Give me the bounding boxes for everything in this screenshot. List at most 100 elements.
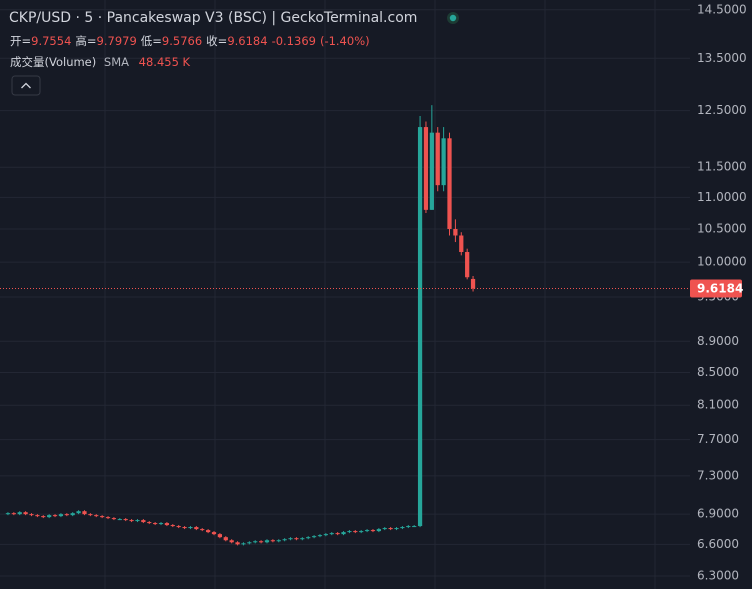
candle-body bbox=[353, 531, 358, 533]
candle-body bbox=[406, 526, 411, 528]
candle-body bbox=[182, 527, 187, 529]
candle-body bbox=[470, 278, 476, 289]
candle-body bbox=[370, 530, 376, 532]
candle-body bbox=[41, 516, 46, 518]
candle-body bbox=[359, 531, 364, 533]
candle-body bbox=[194, 527, 199, 530]
y-tick-label: 6.3000 bbox=[697, 568, 739, 582]
ohlc-value: 9.6184 bbox=[227, 34, 267, 48]
candle-body bbox=[35, 515, 40, 517]
chart-title: CKP/USD · 5 · Pancakeswap V3 (BSC) | Gec… bbox=[9, 10, 417, 26]
candle-body bbox=[253, 541, 258, 543]
candle-body bbox=[364, 530, 370, 532]
volume-label: 成交量(Volume) bbox=[10, 55, 96, 69]
change-percent: (-1.40%) bbox=[320, 34, 370, 48]
y-tick-label: 13.5000 bbox=[697, 51, 747, 65]
candle-body bbox=[70, 513, 75, 516]
y-tick-label: 11.5000 bbox=[697, 160, 747, 174]
candle-body bbox=[29, 514, 34, 516]
candle-body bbox=[200, 529, 205, 531]
candle-body bbox=[300, 538, 305, 540]
y-tick-label: 6.9000 bbox=[697, 507, 739, 521]
candle-body bbox=[382, 528, 387, 530]
candle-body bbox=[5, 513, 11, 515]
candle-body bbox=[111, 518, 117, 520]
candle-body bbox=[465, 252, 470, 278]
y-tick-label: 7.7000 bbox=[697, 432, 739, 446]
candle-body bbox=[135, 520, 140, 522]
candle-body bbox=[459, 235, 464, 253]
ohlc-label: 收= bbox=[206, 34, 227, 48]
candle-body bbox=[447, 138, 452, 229]
ohlc-value: 9.5766 bbox=[162, 34, 202, 48]
change-value: -0.1369 bbox=[272, 34, 316, 48]
candle-body bbox=[258, 541, 264, 543]
collapse-button[interactable] bbox=[11, 75, 41, 96]
candle-body bbox=[288, 538, 293, 540]
candle-body bbox=[223, 537, 228, 541]
candle-body bbox=[376, 529, 381, 532]
candle-body bbox=[117, 519, 122, 521]
candle-body bbox=[235, 542, 240, 545]
candle-body bbox=[429, 132, 434, 210]
candle-body bbox=[82, 511, 87, 515]
candle-body bbox=[141, 520, 146, 523]
candle-body bbox=[388, 528, 393, 530]
candle-body bbox=[147, 522, 152, 524]
collapse-icon bbox=[21, 82, 31, 89]
y-tick-label: 10.0000 bbox=[697, 255, 747, 269]
candle-body bbox=[229, 540, 234, 543]
ohlc-label: 开= bbox=[10, 34, 31, 48]
y-tick-label: 12.5000 bbox=[697, 103, 747, 117]
candle-body bbox=[441, 138, 446, 186]
candle-body bbox=[347, 531, 352, 533]
candle-body bbox=[329, 533, 334, 535]
candle-body bbox=[123, 519, 128, 521]
y-tick-label: 7.3000 bbox=[697, 468, 739, 482]
candle-body bbox=[394, 528, 399, 530]
y-tick-label: 11.0000 bbox=[697, 190, 747, 204]
price-axis: 6.3000 6.6000 6.9000 7.3000 7.7000 8.1000 8.50… bbox=[690, 2, 747, 582]
candle-body bbox=[264, 540, 270, 543]
sma-label: SMA bbox=[104, 55, 129, 69]
candle-body bbox=[341, 532, 346, 535]
candle-body bbox=[241, 543, 246, 545]
volume-legend: 成交量(Volume) SMA 48.455 K bbox=[10, 55, 191, 69]
candle-body bbox=[276, 540, 281, 542]
ohlc-label: 高= bbox=[75, 34, 96, 48]
candle-body bbox=[176, 526, 181, 528]
candle-body bbox=[311, 536, 317, 538]
candle-body bbox=[435, 132, 440, 186]
candle-body bbox=[58, 514, 64, 517]
y-tick-label: 8.5000 bbox=[697, 365, 739, 379]
candle-body bbox=[153, 523, 158, 525]
ohlc-legend: 开=9.7554 高=9.7979 低=9.5766 收=9.6184 -0.1369 (… bbox=[10, 34, 370, 48]
candle-body bbox=[23, 512, 28, 515]
candle-body bbox=[88, 514, 93, 516]
ohlc-value: 9.7979 bbox=[97, 34, 137, 48]
candle-body bbox=[94, 515, 99, 517]
ohlc-value: 9.7554 bbox=[31, 34, 71, 48]
y-tick-label: 8.9000 bbox=[697, 334, 739, 348]
candle-body bbox=[453, 228, 458, 236]
candle-body bbox=[294, 538, 299, 540]
candle-body bbox=[282, 539, 287, 541]
candle-body bbox=[423, 127, 429, 210]
ohlc-label: 低= bbox=[141, 34, 162, 48]
candle-body bbox=[270, 540, 276, 542]
y-tick-label: 8.1000 bbox=[697, 398, 739, 412]
plot bbox=[0, 105, 690, 546]
candle-body bbox=[188, 527, 193, 529]
status-dot bbox=[449, 14, 457, 22]
candle-body bbox=[205, 530, 211, 533]
last-price-box bbox=[690, 279, 742, 298]
candle-body bbox=[64, 514, 69, 516]
candle-body bbox=[335, 533, 340, 535]
candle-body bbox=[306, 537, 311, 539]
candle-body bbox=[164, 523, 170, 526]
candle-body bbox=[323, 534, 328, 536]
candle-body bbox=[17, 512, 22, 515]
grid bbox=[0, 0, 690, 589]
y-tick-label: 6.6000 bbox=[697, 537, 739, 551]
